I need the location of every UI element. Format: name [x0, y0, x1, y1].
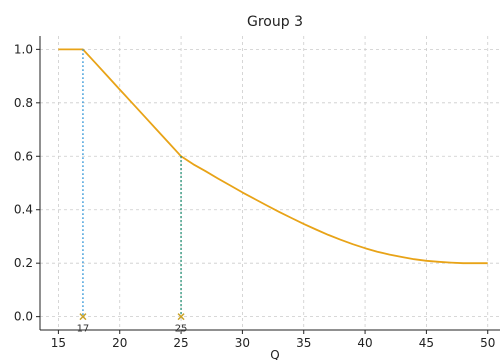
- grid-layer: [40, 36, 500, 330]
- y-tick-label: 0.8: [14, 96, 33, 110]
- x-tick-label: 30: [235, 336, 250, 350]
- y-tick-label: 0.0: [14, 310, 33, 324]
- x-tick-label: 50: [480, 336, 495, 350]
- x-axis-label: Q: [270, 348, 279, 360]
- series-line: [58, 48, 488, 265]
- marker-label: 17: [77, 324, 90, 335]
- marker-x-symbol: [177, 313, 185, 321]
- chart-title: Group 3: [247, 14, 303, 30]
- x-tick-label: 40: [357, 336, 372, 350]
- axes-layer: 15 20 25 30 35 40 45 50 0.0 0.2 0.4 0.6 0.8 1.0: [14, 36, 500, 350]
- marker-x-symbol: [79, 313, 87, 321]
- x-tick-label: 15: [51, 336, 66, 350]
- x-tick-label: 35: [296, 336, 311, 350]
- y-tick-label: 0.2: [14, 256, 33, 270]
- x-tick-label: 20: [112, 336, 127, 350]
- y-tick-label: 0.6: [14, 149, 33, 163]
- marker-label: 25: [175, 324, 188, 335]
- x-tick-label: 45: [419, 336, 434, 350]
- series-layer: [58, 48, 488, 265]
- y-tick-label: 1.0: [14, 42, 33, 56]
- x-tick-label: 25: [173, 336, 188, 350]
- marker-layer: 17 25: [77, 49, 188, 335]
- y-tick-label: 0.4: [14, 203, 33, 217]
